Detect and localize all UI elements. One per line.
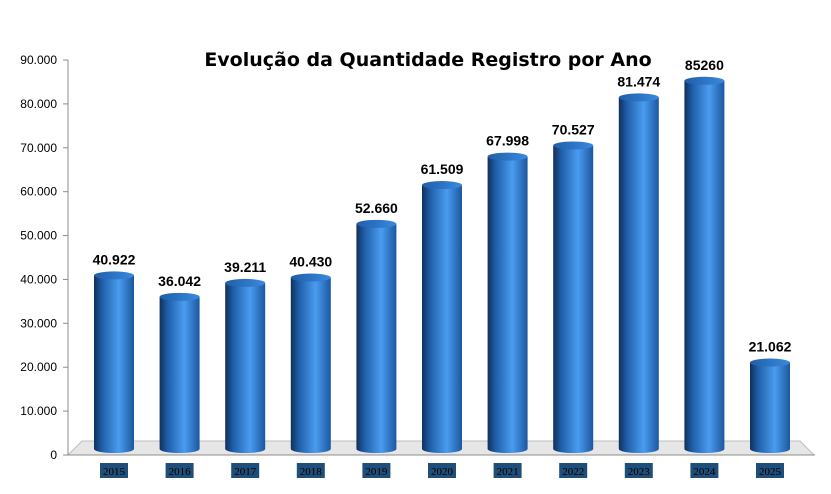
- bar: [487, 152, 528, 453]
- bar-body: [290, 277, 331, 453]
- x-tick-label-bg: [362, 463, 391, 478]
- x-tick-label-bg: [493, 463, 522, 478]
- bar-body: [553, 145, 594, 453]
- x-axis-ticks: 2015 2016 2017 2018 2019 2020 2021 2022 2023 2024…: [100, 463, 784, 478]
- bar: [750, 358, 790, 453]
- y-tick-label: 0: [50, 448, 57, 462]
- y-tick-label: 90.000: [20, 53, 57, 67]
- x-tick-label: 2024: [693, 466, 716, 478]
- data-label: 81.474: [617, 73, 660, 89]
- bar-top: [290, 273, 331, 282]
- y-tick-label: 70.000: [20, 141, 57, 155]
- x-tick-label: 2018: [300, 466, 323, 478]
- x-tick-label: 2019: [365, 466, 388, 478]
- y-tick-label: 10.000: [20, 404, 57, 418]
- bar: [356, 219, 397, 453]
- bar: [684, 76, 725, 453]
- bar-body: [750, 362, 790, 453]
- bar: [422, 181, 462, 454]
- y-tick-label: 80.000: [20, 97, 57, 111]
- bar-body: [356, 223, 397, 453]
- bar-top: [684, 76, 725, 85]
- x-tick-label-bg: [756, 463, 784, 478]
- bar-top: [94, 271, 134, 280]
- y-axis: 0 10.000 20.000 30.000 40.000 50.000 60.000 70.…: [20, 53, 815, 462]
- x-tick-label: 2021: [497, 466, 519, 478]
- bar: [159, 292, 200, 453]
- bar-body: [684, 80, 725, 453]
- bar-top: [356, 219, 397, 228]
- bar-top: [225, 278, 266, 287]
- x-tick-label-bg: [559, 463, 588, 478]
- bar-top: [487, 152, 528, 161]
- bar: [94, 271, 134, 453]
- x-tick-label-bg: [100, 463, 128, 478]
- bar-body: [225, 282, 266, 453]
- y-tick-label: 30.000: [20, 316, 57, 330]
- x-tick-label-bg: [165, 463, 194, 478]
- data-label: 52.660: [355, 200, 398, 216]
- y-tick-label: 40.000: [20, 272, 57, 286]
- x-tick-label-bg: [428, 463, 456, 478]
- bar-top: [553, 141, 594, 150]
- bar: [618, 93, 659, 453]
- bar-top: [618, 93, 659, 102]
- bar-top: [159, 292, 200, 301]
- data-label: 40.430: [289, 254, 332, 270]
- bars: [94, 76, 790, 454]
- y-tick-label: 50.000: [20, 229, 57, 243]
- bar: [225, 278, 266, 453]
- bar-body: [487, 156, 528, 453]
- bar: [553, 141, 594, 453]
- data-label: 85260: [685, 57, 724, 73]
- data-label: 36.042: [158, 273, 201, 289]
- x-tick-label: 2022: [562, 466, 584, 478]
- x-tick-label: 2015: [103, 466, 126, 478]
- bar-body: [159, 296, 200, 453]
- data-label: 40.922: [93, 251, 136, 267]
- x-tick-label-bg: [231, 463, 260, 478]
- chart-title: Evolução da Quantidade Registro por Ano: [204, 49, 651, 71]
- x-tick-label-bg: [624, 463, 653, 478]
- x-tick-label: 2023: [628, 466, 651, 478]
- y-tick-label: 60.000: [20, 185, 57, 199]
- bar: [290, 273, 331, 453]
- x-tick-label-bg: [296, 463, 325, 478]
- bar-body: [422, 185, 462, 454]
- y-tick-label: 20.000: [20, 360, 57, 374]
- bar-top: [750, 358, 790, 367]
- data-label: 67.998: [486, 133, 529, 149]
- x-tick-label: 2016: [169, 466, 192, 478]
- bar-body: [94, 275, 134, 453]
- data-label: 70.527: [552, 121, 595, 137]
- data-label: 61.509: [421, 161, 464, 177]
- x-tick-label: 2025: [759, 466, 782, 478]
- data-label: 21.062: [749, 339, 792, 355]
- x-tick-label: 2020: [431, 466, 454, 478]
- data-label: 39.211: [224, 259, 266, 275]
- bar-body: [618, 97, 659, 453]
- x-tick-label-bg: [690, 463, 719, 478]
- bar-top: [422, 181, 462, 190]
- x-tick-label: 2017: [234, 466, 257, 478]
- data-labels: 40.922 36.042 39.211 40.430 52.660 61.509 67.9…: [93, 57, 792, 355]
